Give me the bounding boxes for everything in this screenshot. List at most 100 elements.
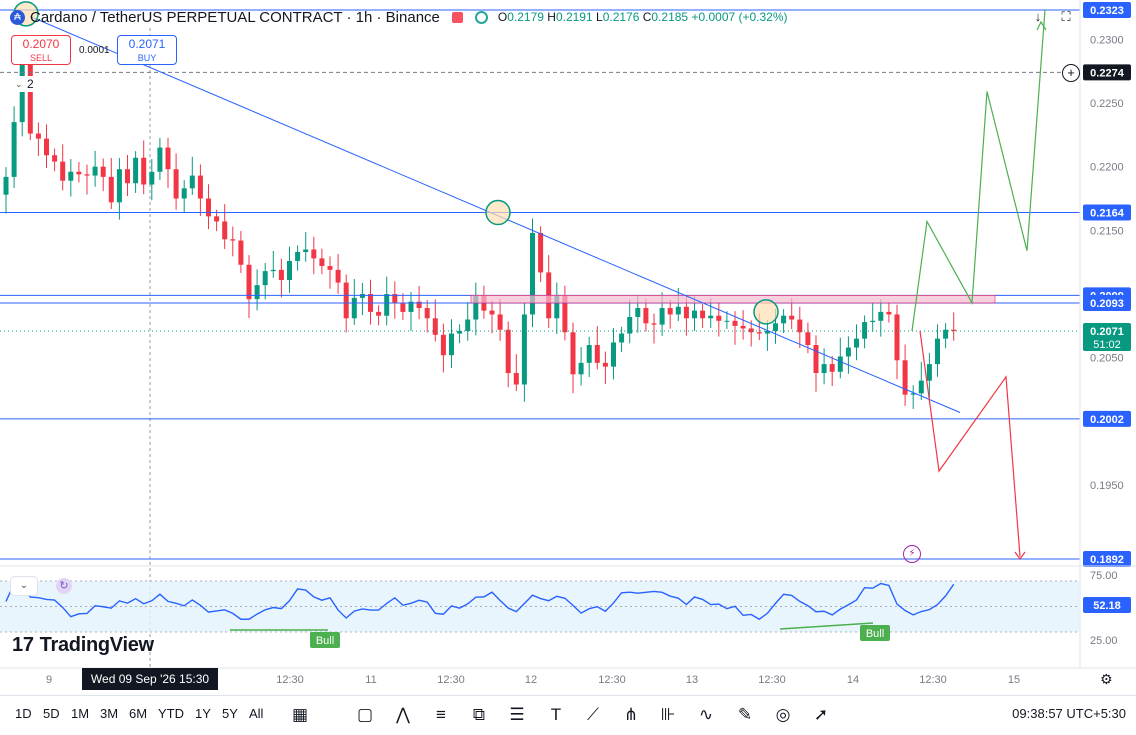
candle-body [149,171,155,185]
maximize-icon[interactable]: ⛶ [1061,9,1071,24]
candle-body [262,271,268,286]
price-label: 0.1892 [1090,554,1124,566]
candle-body [602,362,608,367]
forecast-icon[interactable]: ⊪ [660,705,676,724]
bullish-forecast-path [911,9,1046,332]
price-label: 0.2323 [1090,5,1124,17]
candle-body [424,308,430,319]
candle-body [11,122,17,177]
candle-body [246,264,252,300]
symbol-title[interactable]: Cardano / TetherUS PERPETUAL CONTRACT · … [30,8,440,26]
lightning-icon[interactable]: ⚡ [903,545,921,563]
indicator-toggle[interactable]: ⌄ 2 [11,76,41,92]
candle-body [740,325,746,329]
candle-body [732,320,738,326]
price-chart[interactable]: 0.2300 0.2250 0.2200 0.2150 0.2050 0.1950 0.23… [0,0,1136,695]
candle-body [465,319,471,331]
lines-icon[interactable]: ☰ [509,705,525,724]
arrow-head [1014,551,1026,561]
candle-body [392,294,398,303]
settings-gear-icon[interactable]: ⚙ [1100,671,1113,687]
arrow-icon[interactable]: ➚ [813,705,829,724]
time-tick-label: 9 [46,674,52,686]
fib-icon[interactable]: ≡ [436,705,446,724]
pitchfork-icon[interactable]: ⋔ [623,705,639,724]
candle-body [505,329,511,374]
candle-body [845,347,851,357]
logo-text: TradingView [39,634,154,656]
chevron-down-icon: ⌄ [15,79,23,89]
candle-body [951,329,957,331]
down-arrow-icon[interactable]: ↓ [1034,9,1042,24]
time-tick-label: 12:30 [758,674,786,686]
candle-body [84,174,90,176]
calendar-range-icon[interactable]: ▦ [291,705,309,724]
tradingview-logo[interactable]: 17 TradingView [12,634,154,657]
candle-body [27,64,33,134]
candle-body [311,249,317,259]
visibility-icon[interactable] [474,10,488,24]
candle-body [270,269,276,272]
candle-body [384,294,390,316]
candle-body [359,294,365,298]
add-alert-icon[interactable]: + [1062,64,1080,82]
trendline-icon[interactable]: ⟋ [587,705,599,724]
alert-icon[interactable] [451,11,463,23]
bull-divergence-line [779,622,874,630]
long-position-icon[interactable]: ⧉ [472,705,486,724]
price-label: 0.2164 [1090,208,1125,220]
time-tick-label: 12:30 [276,674,304,686]
brush-icon[interactable]: ✎ [737,705,753,724]
candle-body [692,310,697,319]
candle-body [116,169,122,203]
buy-button[interactable]: 0.2071 BUY [117,35,177,65]
arrow-head [1036,20,1047,31]
text-icon[interactable]: T [550,705,562,724]
candle-body [578,362,584,375]
time-tick-label: 13 [686,674,698,686]
timeframe-all[interactable]: All [249,706,264,721]
candle-body [376,311,382,316]
open-value: 0.2179 [507,10,544,24]
timeframe-5d[interactable]: 5D [43,706,60,721]
collapse-pane-button[interactable]: ⌄ [10,576,38,596]
candle-body [303,249,309,253]
candle-body [926,364,932,381]
candle-body [894,314,900,361]
circle-icon[interactable]: ◎ [775,705,791,724]
sell-button[interactable]: 0.2070 SELL [11,35,71,65]
bottom-toolbar: 1D 5D 1M 3M 6M YTD 1Y 5Y All ▦ ▢ ⋀ ≡ ⧉ ☰ T ⟋ ⋔ ⊪ ∿ ✎ ◎ ➚ 09:3… [0,695,1136,735]
timeframe-6m[interactable]: 6M [129,706,148,721]
candle-body [530,232,535,315]
candle-body [141,157,147,185]
path-icon[interactable]: ∿ [698,705,714,724]
candle-body [173,169,179,199]
timeframe-3m[interactable]: 3M [100,706,119,721]
candle-body [100,166,106,177]
candle-body [837,356,843,372]
timeframe-5y[interactable]: 5Y [222,706,238,721]
timeframe-1m[interactable]: 1M [71,706,90,721]
touch-circle [485,199,511,226]
timeframe-ytd[interactable]: YTD [158,706,184,721]
candle-body [781,315,787,324]
candle-body [756,332,762,334]
candle-body [189,175,195,189]
candle-body [870,320,876,323]
ohlc-values: O0.2179 H0.2191 L0.2176 C0.2185 +0.0007 … [497,10,788,24]
candle-body [327,266,333,270]
pattern-icon[interactable]: ⋀ [396,705,410,724]
timeframe-1d[interactable]: 1D [15,706,32,721]
candle-body [92,166,98,176]
refresh-icon[interactable]: ↻ [56,578,72,594]
rectangle-icon[interactable]: ▢ [356,705,374,724]
timeframe-1y[interactable]: 1Y [195,706,211,721]
drawings [0,1,1080,561]
cardano-icon: ₳ [10,9,25,25]
change-value: +0.0007 (+0.32%) [691,10,788,24]
time-tick-label: 15 [1008,674,1020,686]
candle-body [19,64,25,123]
candle-body [254,285,260,300]
price-label-box [1083,64,1131,81]
buy-price: 0.2071 [128,37,166,51]
